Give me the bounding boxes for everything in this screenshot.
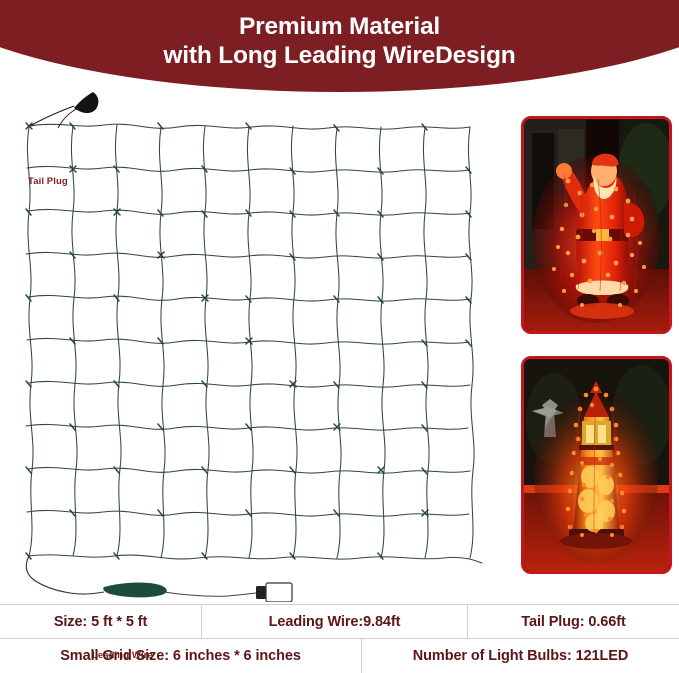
spec-row-2: Small Grid Size: 6 inches * 6 inches Num… (0, 639, 679, 673)
spec-leading-wire: Leading Wire:9.84ft (202, 605, 468, 639)
leading-wire-callout-label: Leading Wire (92, 650, 153, 661)
spec-size: Size: 5 ft * 5 ft (0, 605, 202, 639)
header-banner: Premium Material with Long Leading WireD… (0, 0, 679, 100)
net-light-illustration: Tail Plug Leading Wire (0, 82, 512, 661)
tail-plug-callout-label: Tail Plug (28, 176, 68, 187)
spec-row-1: Size: 5 ft * 5 ft Leading Wire:9.84ft Ta… (0, 605, 679, 639)
santa-net-lights-photo (521, 116, 672, 334)
page-title-line-2: with Long Leading WireDesign (163, 42, 516, 69)
spec-small-grid-size: Small Grid Size: 6 inches * 6 inches (0, 639, 362, 673)
specification-table: Size: 5 ft * 5 ft Leading Wire:9.84ft Ta… (0, 604, 679, 673)
lighthouse-net-lights-photo (521, 356, 672, 574)
spec-bulb-count: Number of Light Bulbs: 121LED (412, 648, 629, 664)
page-title-line-1: Premium Material (238, 13, 441, 40)
spec-tail-plug: Tail Plug: 0.66ft (521, 614, 626, 630)
page-title: Premium Material with Long Leading WireD… (0, 12, 679, 70)
